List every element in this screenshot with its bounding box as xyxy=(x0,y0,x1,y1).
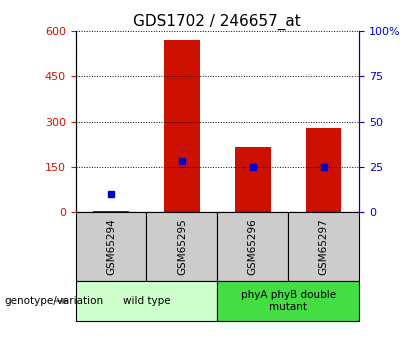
Title: GDS1702 / 246657_at: GDS1702 / 246657_at xyxy=(134,13,301,30)
Text: phyA phyB double
mutant: phyA phyB double mutant xyxy=(241,290,336,312)
Bar xyxy=(93,211,129,212)
Text: GSM65295: GSM65295 xyxy=(177,218,187,275)
Bar xyxy=(218,281,359,321)
Text: wild type: wild type xyxy=(123,296,170,306)
Bar xyxy=(147,212,218,281)
Bar xyxy=(164,40,200,212)
Bar xyxy=(76,212,147,281)
Bar xyxy=(288,212,359,281)
Text: GSM65297: GSM65297 xyxy=(319,218,329,275)
Text: genotype/variation: genotype/variation xyxy=(4,296,103,306)
Bar xyxy=(218,212,288,281)
Text: GSM65294: GSM65294 xyxy=(106,218,116,275)
Text: GSM65296: GSM65296 xyxy=(248,218,258,275)
Bar xyxy=(76,281,218,321)
Bar xyxy=(235,147,270,212)
Bar xyxy=(306,128,341,212)
